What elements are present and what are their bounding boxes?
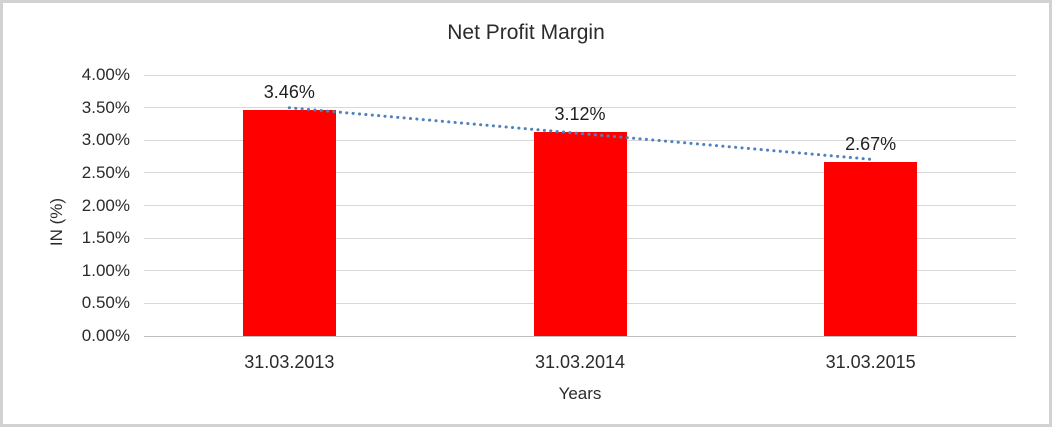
trendline[interactable]	[144, 75, 1016, 336]
y-tick-label: 2.50%	[81, 162, 130, 182]
x-tick-label-31.03.2015: 31.03.2015	[825, 352, 916, 372]
y-tick-label: 1.00%	[81, 260, 130, 280]
y-tick-label: 1.50%	[81, 228, 130, 248]
chart-title: Net Profit Margin	[447, 21, 605, 44]
gridline-4.00%	[144, 74, 1016, 76]
gridline-0.00%	[144, 335, 1016, 337]
bar-31.03.2013[interactable]	[242, 110, 336, 336]
data-label-31.03.2013: 3.46%	[263, 82, 315, 103]
y-tick-label: 0.00%	[81, 326, 130, 345]
y-tick-label: 3.50%	[81, 97, 130, 117]
bar-31.03.2015[interactable]	[824, 161, 918, 336]
data-label-31.03.2014: 3.12%	[554, 104, 606, 125]
y-tick-label: 3.00%	[81, 130, 130, 150]
plot-area: 3.46% 3.12% 2.67%	[144, 74, 1016, 337]
y-tick-label: 4.00%	[81, 65, 130, 84]
y-tick-label: 0.50%	[81, 293, 130, 313]
x-tick-label-31.03.2014: 31.03.2014	[534, 352, 626, 372]
trendline-dotted[interactable]	[287, 106, 873, 161]
x-axis-title: Years	[558, 384, 602, 403]
data-label-31.03.2015: 2.67%	[845, 133, 897, 154]
x-tick-label-31.03.2013: 31.03.2013	[244, 352, 335, 372]
gridline-3.50%	[144, 107, 1016, 109]
y-tick-label: 2.00%	[81, 195, 130, 215]
bar-31.03.2014[interactable]	[533, 132, 627, 336]
